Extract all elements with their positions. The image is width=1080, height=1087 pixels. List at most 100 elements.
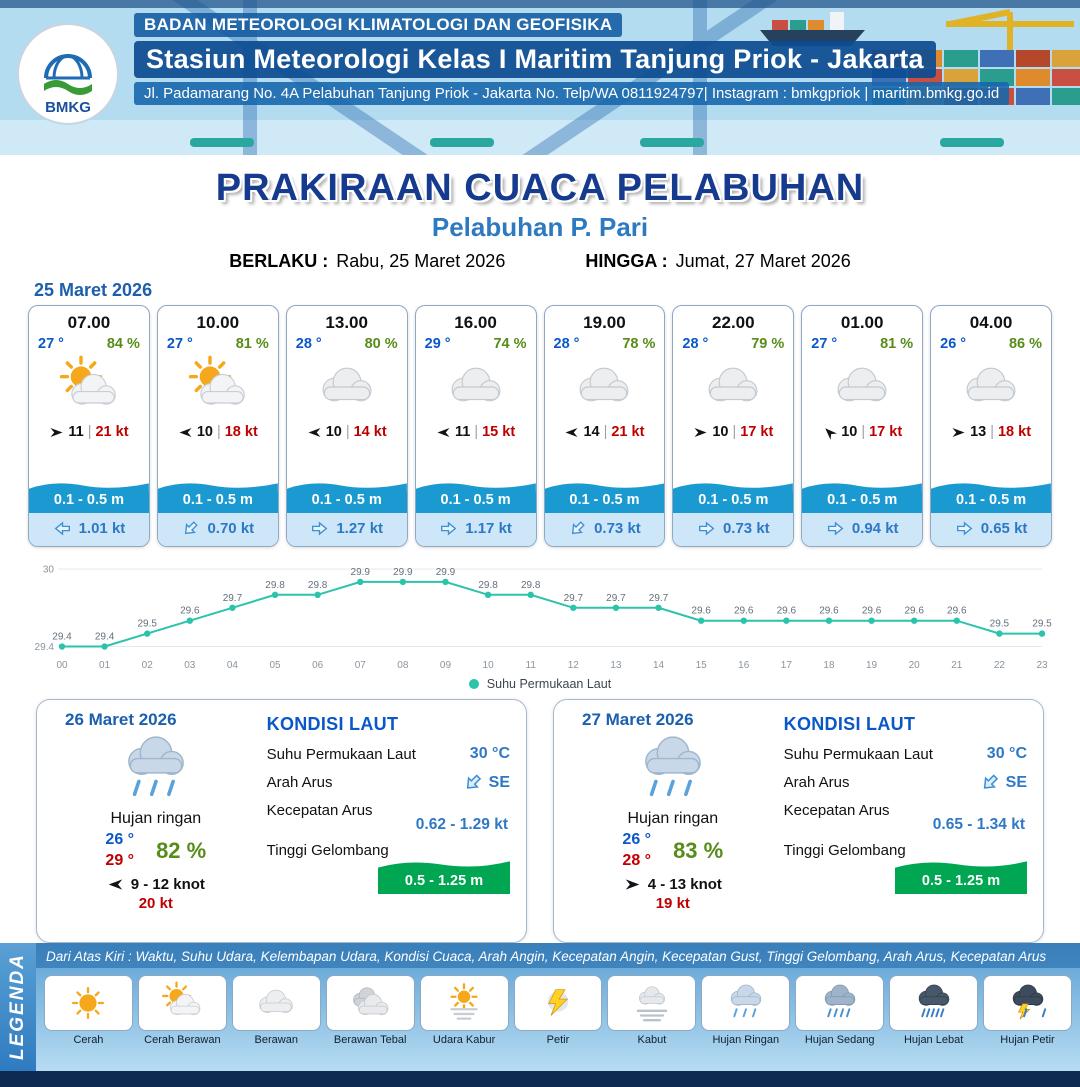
svg-text:16: 16 (738, 660, 750, 671)
gust-speed: 14 kt (353, 424, 387, 440)
wave-height-band: 0.1 - 0.5 m (673, 479, 794, 513)
wave-height-band: 0.1 - 0.5 m (286, 479, 407, 513)
air-temperature: 26 ° (940, 336, 967, 352)
legend-item: Petir (513, 975, 603, 1046)
wave-height: 0.1 - 0.5 m (286, 492, 407, 513)
svg-text:01: 01 (99, 660, 111, 671)
gust-speed: 15 kt (482, 424, 516, 440)
separator: | (345, 424, 350, 440)
svg-text:06: 06 (312, 660, 324, 671)
daily-temp-min: 26 ° (105, 831, 135, 848)
current-speed-label: Kecepatan Arus (783, 802, 890, 819)
legend-item: Kabut (607, 975, 697, 1046)
separator: | (474, 424, 479, 440)
gust-speed: 18 kt (224, 424, 258, 440)
wind-speed: 10 (841, 424, 858, 440)
air-temperature: 28 ° (295, 336, 322, 352)
legend-item-label: Hujan Sedang (804, 1034, 875, 1046)
current-direction-icon (975, 768, 1004, 797)
forecast-time: 07.00 (67, 313, 111, 332)
wave-height: 0.1 - 0.5 m (29, 492, 149, 513)
wave-height-band: 0.1 - 0.5 m (544, 479, 665, 513)
svg-text:02: 02 (142, 660, 154, 671)
daily-humidity: 83 % (673, 837, 724, 863)
legend-item-label: Kabut (637, 1034, 667, 1046)
page-title: PRAKIRAAN CUACA PELABUHAN (215, 167, 865, 209)
legend-icon-box (325, 975, 415, 1031)
wind-info: 13 | 18 kt (931, 422, 1051, 444)
daily-temp-min: 26 ° (622, 831, 652, 848)
legend-item: Hujan Ringan (701, 975, 791, 1046)
sst-chart-section: 30 29.4 29.4 00 29.4 01 29.5 02 29.6 03 29.7 04 29.8… (0, 547, 1080, 692)
current-info: 1.27 kt (286, 513, 407, 546)
svg-text:03: 03 (184, 660, 196, 671)
svg-text:29.6: 29.6 (180, 606, 200, 617)
current-speed: 0.73 kt (594, 520, 641, 537)
current-speed: 0.73 kt (722, 520, 770, 537)
current-info: 0.65 kt (931, 513, 1051, 546)
svg-text:19: 19 (866, 660, 878, 671)
wind-info: 10 | 17 kt (802, 422, 922, 444)
sst-line-chart: 3029.429.40029.40129.50229.60329.70429.8… (35, 565, 1053, 672)
wave-height: 0.1 - 0.5 m (415, 492, 536, 513)
humidity: 86 % (1008, 336, 1042, 352)
svg-text:07: 07 (355, 660, 367, 671)
svg-text:29.8: 29.8 (478, 580, 498, 591)
svg-text:08: 08 (397, 660, 409, 671)
wave-height-box: 0.5 - 1.25 m (895, 857, 1027, 894)
legend-section: LEGENDA Dari Atas Kiri : Waktu, Suhu Uda… (0, 943, 1080, 1071)
current-direction-icon (53, 520, 72, 537)
wind-info: 10 | 18 kt (158, 422, 278, 444)
separator: | (603, 424, 608, 440)
current-speed-label: Kecepatan Arus (266, 802, 373, 819)
wind-info: 14 | 21 kt (545, 422, 665, 444)
svg-text:29.7: 29.7 (649, 593, 669, 604)
forecast-time: 13.00 (325, 313, 368, 332)
weather-icon (673, 352, 793, 422)
wave-height-band: 0.1 - 0.5 m (802, 479, 923, 513)
legend-item-label: Udara Kabur (432, 1034, 496, 1046)
chart-legend-label: Suhu Permukaan Laut (486, 677, 612, 691)
wind-speed: 10 (712, 424, 729, 440)
daily-wave-height: 0.5 - 1.25 m (378, 872, 510, 894)
separator: | (732, 424, 737, 440)
svg-text:18: 18 (823, 660, 835, 671)
svg-text:22: 22 (994, 660, 1006, 671)
legend-item-label: Hujan Lebat (903, 1034, 964, 1046)
wind-speed: 14 (583, 424, 600, 440)
hourly-forecast-card: 10.00 27 ° 81 % 10 | 18 kt 0.1 - 0.5 m 0… (156, 305, 279, 547)
sst-label: Suhu Permukaan Laut (266, 745, 416, 763)
current-direction: SE (488, 773, 510, 791)
svg-text:29.9: 29.9 (393, 567, 413, 578)
legend-item: Hujan Lebat (889, 975, 979, 1046)
svg-text:20: 20 (909, 660, 921, 671)
hourly-forecast-card: 01.00 27 ° 81 % 10 | 17 kt 0.1 - 0.5 m 0… (801, 305, 924, 547)
current-direction-label: Arah Arus (783, 774, 850, 791)
svg-text:29.6: 29.6 (734, 606, 754, 617)
wind-direction-icon (951, 425, 966, 440)
weather-icon (29, 352, 149, 422)
svg-text:12: 12 (568, 660, 580, 671)
wind-info: 10 | 14 kt (287, 422, 407, 444)
hourly-forecast-card: 13.00 28 ° 80 % 10 | 14 kt 0.1 - 0.5 m 1… (285, 305, 408, 547)
svg-text:29.5: 29.5 (990, 619, 1010, 630)
svg-text:30: 30 (43, 565, 55, 576)
legend-icon-box (513, 975, 603, 1031)
forecast-time: 19.00 (583, 313, 626, 332)
legend-icon-box (231, 975, 321, 1031)
current-speed: 0.65 - 1.34 kt (932, 816, 1025, 833)
svg-text:04: 04 (227, 660, 239, 671)
svg-text:15: 15 (696, 660, 708, 671)
daily-weather-icon (53, 730, 259, 810)
svg-text:29.8: 29.8 (521, 580, 541, 591)
gust-speed: 21 kt (95, 424, 129, 440)
daily-gust: 20 kt (138, 894, 173, 912)
weather-icon (802, 352, 922, 422)
svg-text:21: 21 (951, 660, 963, 671)
wind-direction-icon (307, 425, 322, 440)
gust-speed: 17 kt (869, 424, 903, 440)
legend-item-label: Hujan Petir (1000, 1034, 1055, 1046)
legend-item-label: Cerah Berawan (144, 1034, 221, 1046)
hourly-forecast-card: 07.00 27 ° 84 % 11 | 21 kt 0.1 - 0.5 m 1… (28, 305, 150, 547)
svg-text:29.5: 29.5 (1032, 619, 1052, 630)
